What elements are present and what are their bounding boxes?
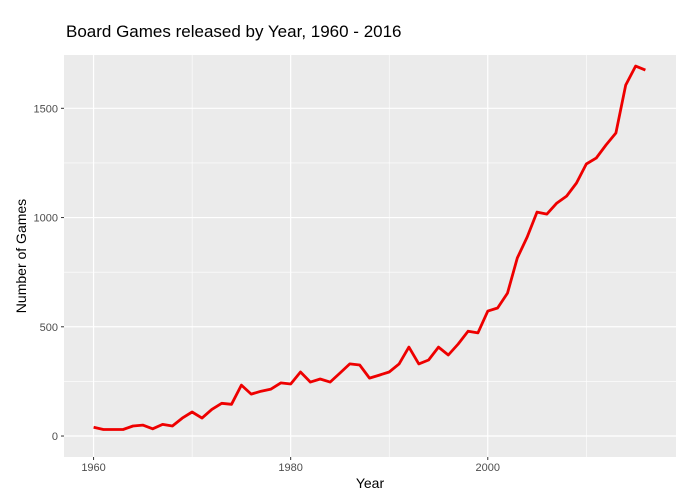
x-tick-label: 1960 [81,462,105,474]
y-axis-label: Number of Games [13,199,29,313]
x-tick-label: 1980 [278,462,302,474]
y-tick-label: 0 [52,431,58,443]
y-tick-label: 1000 [34,213,58,225]
y-tick-label: 500 [40,322,58,334]
x-axis-label: Year [356,475,385,491]
series-line [93,64,646,431]
y-tick-label: 1500 [34,103,58,115]
x-tick-label: 2000 [476,462,500,474]
plot-panel [64,55,676,457]
gridlines [64,55,676,457]
axis-ticks: 1960 1980 2000 0 500 1000 1500 [34,103,500,474]
chart-title: Board Games released by Year, 1960 - 201… [66,22,402,41]
